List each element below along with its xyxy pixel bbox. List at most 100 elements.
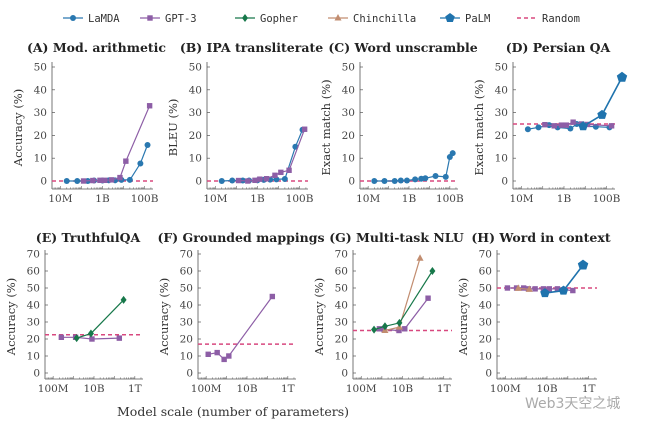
series-palm xyxy=(578,71,628,131)
lamda-point xyxy=(126,176,133,183)
y-tick-label: 50 xyxy=(335,283,348,295)
gpt3-point xyxy=(90,177,96,184)
lamda-point xyxy=(218,178,225,184)
legend-label: PaLM xyxy=(465,13,490,25)
y-tick-label: 10 xyxy=(495,153,508,165)
gopher-point xyxy=(371,325,378,334)
x-tick-label: 100M xyxy=(38,383,69,395)
series-line xyxy=(66,144,149,182)
y-tick-label: 50 xyxy=(180,283,193,295)
panel-b: (B) IPA transliterate BLEU (%) 0 10 20 30 40 50… xyxy=(166,40,323,205)
y-tick-label: 60 xyxy=(335,266,348,278)
y-tick-label: 10 xyxy=(342,153,355,165)
gpt3-point xyxy=(563,122,570,128)
gpt3-point xyxy=(235,177,242,184)
legend-label: Random xyxy=(542,13,580,25)
chinchilla-point xyxy=(334,14,342,21)
y-tick-label: 70 xyxy=(180,249,193,261)
gpt3-point xyxy=(272,172,278,178)
gpt3-point xyxy=(205,351,211,357)
panel-e: (E) TruthfulQA Accuracy (%) 0 10 20 30 40 50 60 7… xyxy=(4,230,143,395)
gpt3-point xyxy=(396,327,402,334)
gpt3-point xyxy=(117,174,123,181)
y-tick-label: 30 xyxy=(335,317,348,329)
series-gpt3 xyxy=(235,126,308,184)
panel-f: (F) Grounded mappings Accuracy (%) 0 10 20 30… xyxy=(157,230,325,395)
gpt3-point xyxy=(269,293,276,300)
y-tick-label: 10 xyxy=(479,351,492,363)
x-tick-label: 10B xyxy=(236,383,257,395)
y-tick-label: 50 xyxy=(27,283,40,295)
gpt3-point xyxy=(570,287,576,294)
lamda-point xyxy=(63,178,70,184)
series-line xyxy=(61,336,120,340)
chinchilla-point xyxy=(416,254,424,261)
y-axis-label: Exact match (%) xyxy=(472,79,486,175)
y-axis-label: Accuracy (%) xyxy=(4,278,18,356)
y-tick-label: 40 xyxy=(495,84,508,96)
gpt3-point xyxy=(540,286,547,292)
gpt3-point xyxy=(226,353,232,359)
y-tick-label: 30 xyxy=(189,107,202,119)
gpt3-point xyxy=(570,119,576,125)
y-tick-label: 30 xyxy=(180,317,193,329)
palm-point xyxy=(577,259,589,270)
lamda-point xyxy=(70,15,76,21)
gpt3-point xyxy=(608,123,615,129)
y-tick-label: 20 xyxy=(335,334,348,346)
gpt3-point xyxy=(147,15,153,21)
y-axis-label: Accuracy (%) xyxy=(11,89,25,167)
gpt3-point xyxy=(558,122,565,128)
gpt3-point xyxy=(146,103,153,109)
y-tick-label: 0 xyxy=(33,368,40,380)
series-gpt3 xyxy=(205,293,276,363)
panel-c: (C) Word unscramble Exact match (%) 0 10 20 3… xyxy=(319,40,478,205)
y-tick-label: 0 xyxy=(195,176,202,188)
lamda-point xyxy=(449,150,456,157)
gpt3-point xyxy=(554,286,561,292)
series-line xyxy=(76,299,125,339)
y-tick-label: 70 xyxy=(27,249,40,261)
legend-item-gopher: Gopher xyxy=(235,13,298,25)
gpt3-point xyxy=(257,176,263,182)
legend-label: Chinchilla xyxy=(353,13,416,25)
panel-title: (G) Multi-task NLU xyxy=(329,230,464,245)
series-line xyxy=(221,129,304,182)
gpt3-point xyxy=(546,286,552,292)
y-tick-label: 0 xyxy=(186,368,193,380)
y-tick-label: 30 xyxy=(27,317,40,329)
series-line xyxy=(384,258,421,332)
series-chinchilla xyxy=(381,254,424,333)
gpt3-point xyxy=(263,176,270,182)
gpt3-point xyxy=(221,356,227,363)
panel-d: (D) Persian QA Exact match (%) 0 10 20 30 40 50… xyxy=(472,40,628,205)
lamda-point xyxy=(412,176,419,183)
x-tick-label: 1B xyxy=(250,193,265,205)
chinchilla-point xyxy=(514,284,522,291)
panel-h: (H) Word in context Accuracy (%) 0 10 20 30 40… xyxy=(456,230,611,395)
panel-title: (H) Word in context xyxy=(471,230,610,245)
panel-title: (F) Grounded mappings xyxy=(157,230,324,245)
gpt3-point xyxy=(551,123,557,129)
palm-point xyxy=(445,13,455,22)
y-tick-label: 30 xyxy=(34,107,47,119)
y-tick-label: 10 xyxy=(189,153,202,165)
gpt3-point xyxy=(278,169,284,176)
lamda-point xyxy=(442,173,449,180)
x-tick-label: 1B xyxy=(557,193,572,205)
y-tick-label: 50 xyxy=(34,62,47,74)
y-tick-label: 30 xyxy=(342,107,355,119)
y-axis-label: Accuracy (%) xyxy=(456,278,470,356)
gpt3-point xyxy=(245,178,251,184)
gpt3-point xyxy=(520,285,527,291)
panel-title: (E) TruthfulQA xyxy=(36,230,141,245)
legend-item-chinchilla: Chinchilla xyxy=(328,13,416,25)
y-tick-label: 0 xyxy=(40,176,47,188)
gpt3-point xyxy=(123,158,129,164)
x-tick-label: 100M xyxy=(490,383,521,395)
y-tick-label: 40 xyxy=(34,84,47,96)
gopher-point xyxy=(381,322,388,331)
gpt3-point xyxy=(252,177,258,184)
panel-title: (D) Persian QA xyxy=(506,40,611,55)
